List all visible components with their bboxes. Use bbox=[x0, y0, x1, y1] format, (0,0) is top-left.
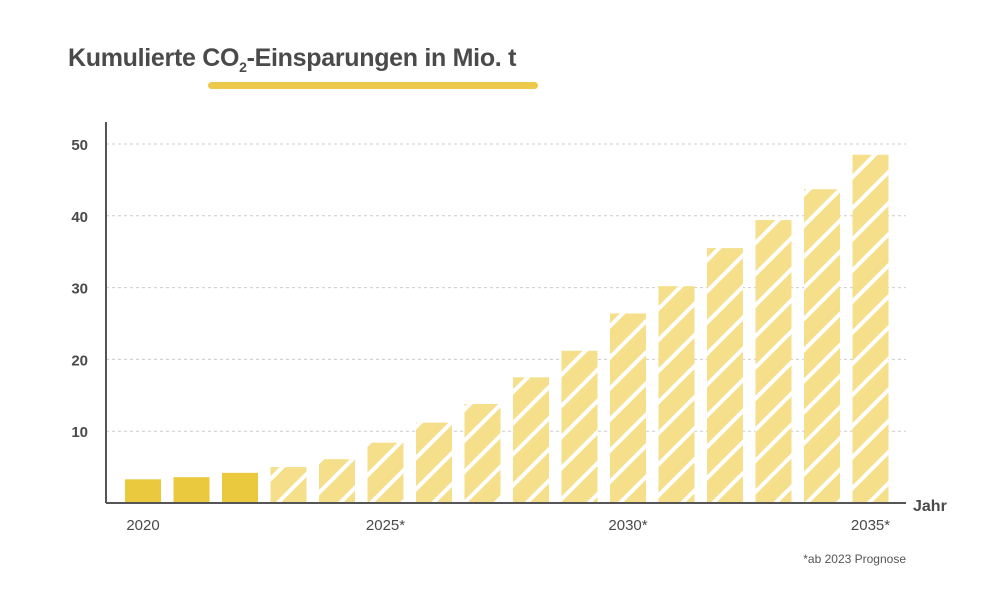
bar-2030 bbox=[610, 313, 646, 503]
bar-2020 bbox=[125, 479, 161, 503]
y-tick-label: 10 bbox=[71, 424, 88, 441]
title-text: Kumulierte CO bbox=[68, 44, 240, 72]
x-tick-label: 2035* bbox=[851, 517, 890, 534]
y-tick-label: 40 bbox=[71, 209, 88, 226]
bar-2022 bbox=[222, 472, 258, 503]
y-tick-label: 50 bbox=[71, 137, 88, 154]
x-axis-label: Jahr bbox=[913, 498, 947, 515]
bar-2033 bbox=[755, 220, 792, 503]
y-tick-label: 30 bbox=[71, 281, 88, 298]
bar-2023 bbox=[270, 467, 307, 503]
bar-2035 bbox=[852, 154, 889, 503]
footnote: *ab 2023 Prognose bbox=[803, 552, 906, 566]
bar-2021 bbox=[173, 477, 210, 503]
title-subscript: 2 bbox=[239, 59, 247, 75]
bar-2028 bbox=[513, 377, 549, 503]
x-tick-label: 2020 bbox=[126, 517, 159, 534]
bar-2024 bbox=[319, 459, 355, 503]
title-text-suffix: -Einsparungen in Mio. t bbox=[246, 44, 517, 72]
bar-2026 bbox=[416, 422, 452, 503]
bar-2027 bbox=[464, 403, 501, 503]
x-tick-label: 2025* bbox=[366, 517, 405, 534]
y-tick-label: 20 bbox=[71, 352, 88, 369]
bar-2029 bbox=[561, 350, 598, 503]
x-tick-label: 2030* bbox=[608, 517, 647, 534]
title-underline bbox=[208, 82, 538, 89]
bar-2034 bbox=[804, 189, 840, 503]
bar-2025 bbox=[367, 442, 404, 503]
bar-2032 bbox=[707, 248, 743, 503]
chart-title: Kumulierte CO2-Einsparungen in Mio. t bbox=[68, 44, 516, 75]
bar-2031 bbox=[658, 286, 695, 503]
